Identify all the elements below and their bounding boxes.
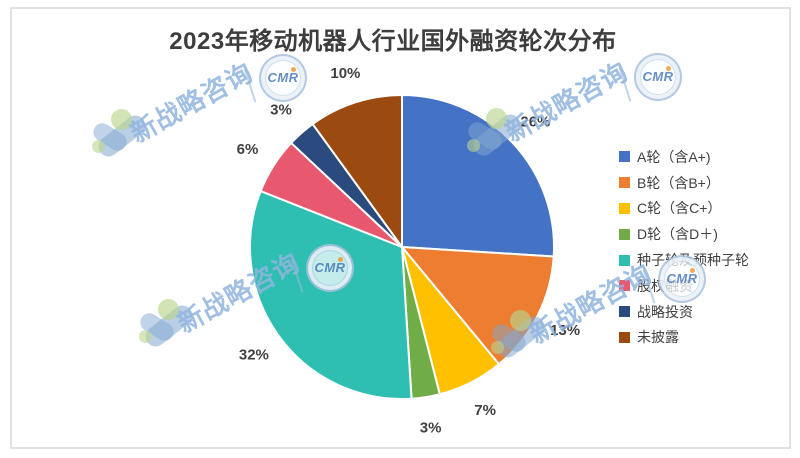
chart-title: 2023年移动机器人行业国外融资轮次分布 xyxy=(169,28,617,55)
legend-label: 战略投资 xyxy=(637,303,693,320)
percent-label: 13% xyxy=(550,322,580,339)
legend-item: 战略投资 xyxy=(619,299,749,325)
pie-slice-4 xyxy=(249,190,413,400)
legend-item: B轮（含B+） xyxy=(619,170,749,196)
legend-swatch xyxy=(619,228,630,240)
legend-item: C轮（含C+） xyxy=(619,196,749,222)
legend-label: C轮（含C+） xyxy=(637,200,722,217)
percent-label: 10% xyxy=(330,65,360,82)
legend-label: B轮（含B+） xyxy=(637,174,720,191)
pie-slice-7 xyxy=(311,94,403,248)
legend-item: 种子轮及预种子轮 xyxy=(619,247,749,273)
legend-swatch xyxy=(619,306,630,318)
legend-label: A轮（含A+) xyxy=(637,148,711,165)
legend: A轮（含A+) B轮（含B+） C轮（含C+） D轮（含D＋) 种子轮及预种子轮 股权融资… xyxy=(619,144,749,350)
legend-item: D轮（含D＋) xyxy=(619,221,749,247)
percent-label: 7% xyxy=(474,402,496,419)
legend-item: 未披露 xyxy=(619,325,749,351)
legend-swatch xyxy=(619,280,630,292)
legend-label: 股权融资 xyxy=(637,277,693,294)
percent-label: 3% xyxy=(420,420,442,437)
percent-label: 6% xyxy=(237,141,259,158)
legend-item: A轮（含A+) xyxy=(619,144,749,170)
legend-label: 未披露 xyxy=(637,329,679,346)
percent-label: 3% xyxy=(270,102,292,119)
legend-swatch xyxy=(619,331,630,343)
legend-swatch xyxy=(619,151,630,163)
legend-label: D轮（含D＋) xyxy=(637,226,718,243)
legend-swatch xyxy=(619,254,630,266)
legend-swatch xyxy=(619,177,630,189)
percent-label: 32% xyxy=(239,347,269,364)
legend-item: 股权融资 xyxy=(619,273,749,299)
percent-label: 26% xyxy=(520,114,550,131)
legend-swatch xyxy=(619,202,630,214)
legend-label: 种子轮及预种子轮 xyxy=(637,252,749,269)
